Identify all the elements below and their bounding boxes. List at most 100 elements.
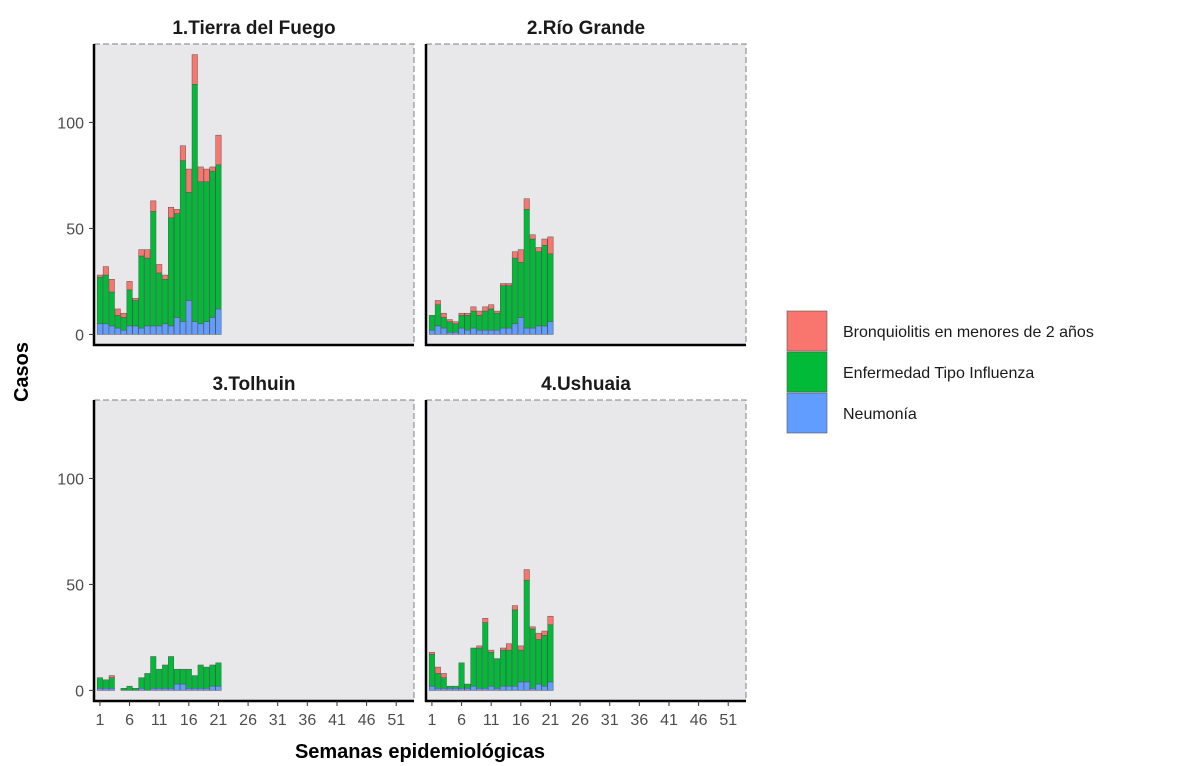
bar-eti <box>191 84 198 322</box>
bar-bronq <box>150 200 157 212</box>
bar-eti <box>203 181 210 322</box>
bar-eti <box>138 255 145 329</box>
facet-panel: 1.Tierra del Fuego 0 50 100 <box>57 18 415 347</box>
bar-neumonia <box>547 681 554 691</box>
bar-neumonia <box>541 325 548 335</box>
x-tick-label: 41 <box>660 712 678 729</box>
bar-eti <box>500 285 507 329</box>
bar-neumonia <box>500 685 507 691</box>
bar-eti <box>120 688 127 691</box>
bar-eti <box>215 164 222 310</box>
bar-neumonia <box>523 681 530 691</box>
bar-eti <box>150 211 157 327</box>
bar-eti <box>120 317 127 331</box>
bar-eti <box>156 272 163 327</box>
bar-eti <box>529 628 536 689</box>
bar-bronq <box>500 283 507 286</box>
bar-neumonia <box>523 327 530 335</box>
bar-neumonia <box>517 681 524 691</box>
bar-bronq <box>185 168 192 193</box>
bar-bronq <box>547 236 554 255</box>
bar-bronq <box>523 198 530 210</box>
bar-neumonia <box>215 685 222 691</box>
bar-eti <box>162 664 169 689</box>
bar-neumonia <box>197 688 204 691</box>
bar-eti <box>529 238 536 329</box>
bar-bronq <box>440 673 447 678</box>
bar-bronq <box>482 306 489 312</box>
bar-eti <box>185 668 192 689</box>
bar-bronq <box>535 632 542 640</box>
bar-bronq <box>541 630 548 636</box>
x-tick-label: 51 <box>387 712 405 729</box>
bar-neumonia <box>547 321 554 335</box>
bar-eti <box>203 666 210 689</box>
bar-eti <box>162 279 169 325</box>
bar-bronq <box>120 312 127 318</box>
bar-eti <box>102 274 109 325</box>
bar-bronq <box>529 626 536 630</box>
bar-eti <box>156 668 163 689</box>
x-tick-label: 31 <box>601 712 619 729</box>
bar-neumonia <box>144 325 151 335</box>
bar-neumonia <box>458 327 465 335</box>
bar-neumonia <box>464 688 471 691</box>
bar-neumonia <box>482 329 489 335</box>
bar-eti <box>505 285 512 329</box>
bar-neumonia <box>162 688 169 691</box>
y-tick-label: 50 <box>66 221 84 238</box>
bar-bronq <box>488 304 495 310</box>
bar-neumonia <box>162 323 169 335</box>
x-tick-label: 26 <box>571 712 589 729</box>
x-tick-label: 51 <box>719 712 737 729</box>
bar-eti <box>452 685 459 689</box>
bar-eti <box>114 315 121 329</box>
legend-key-bronq <box>786 310 828 352</box>
bar-bronq <box>458 312 465 316</box>
bar-eti <box>434 304 441 327</box>
bar-eti <box>168 217 175 327</box>
bar-eti <box>511 257 518 325</box>
bar-bronq <box>138 249 145 257</box>
bar-eti <box>138 677 145 689</box>
bar-neumonia <box>428 685 435 691</box>
bar-bronq <box>203 168 210 183</box>
bar-neumonia <box>470 685 477 691</box>
bar-bronq <box>547 615 554 625</box>
bar-bronq <box>428 651 435 655</box>
bar-bronq <box>215 134 222 166</box>
bar-bronq <box>535 247 542 252</box>
bar-bronq <box>511 251 518 259</box>
bar-eti <box>150 656 157 689</box>
bar-bronq <box>179 145 186 161</box>
legend-label: Enfermedad Tipo Influenza <box>843 365 1034 382</box>
legend-label: Bronquiolitis en menores de 2 años <box>843 324 1094 341</box>
x-tick-label: 11 <box>483 712 500 729</box>
bar-neumonia <box>203 321 210 335</box>
bar-bronq <box>108 675 115 678</box>
bar-neumonia <box>535 683 542 691</box>
bar-neumonia <box>517 317 524 335</box>
facet-title: 4.Ushuaia <box>541 374 631 395</box>
bar-eti <box>535 251 542 327</box>
bar-neumonia <box>173 317 180 335</box>
panel-background <box>425 43 747 346</box>
bar-eti <box>541 245 548 327</box>
bar-neumonia <box>446 332 453 335</box>
x-tick-label: 26 <box>239 712 257 729</box>
bar-bronq <box>452 321 459 325</box>
bar-neumonia <box>179 683 186 691</box>
bar-eti <box>434 673 441 689</box>
legend: Bronquiolitis en menores de 2 años Enferm… <box>786 310 1094 434</box>
bar-bronq <box>529 234 536 240</box>
bar-eti <box>215 662 222 687</box>
bar-neumonia <box>114 327 121 335</box>
bar-eti <box>108 291 115 327</box>
bar-neumonia <box>156 688 163 691</box>
x-tick-label: 46 <box>358 712 376 729</box>
bar-bronq <box>517 249 524 263</box>
bar-bronq <box>209 166 216 172</box>
facet-title: 3.Tolhuin <box>212 374 295 395</box>
y-tick-label: 50 <box>66 577 84 594</box>
bar-eti <box>108 677 115 689</box>
